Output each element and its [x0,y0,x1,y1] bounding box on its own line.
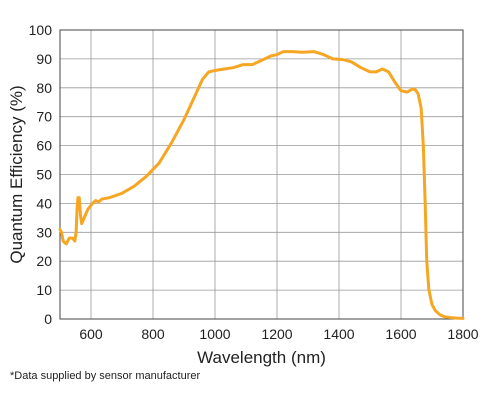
y-tick-label: 20 [36,253,52,269]
y-tick-labels: 0 10 20 30 40 50 60 70 80 90 100 [29,22,53,327]
x-tick-label: 800 [141,326,165,342]
x-tick-label: 1000 [199,326,230,342]
y-tick-label: 60 [36,138,52,154]
y-tick-label: 10 [36,282,52,298]
y-tick-label: 80 [36,80,52,96]
x-tick-label: 1800 [447,326,478,342]
y-tick-label: 30 [36,224,52,240]
y-tick-label: 100 [29,22,53,38]
y-axis-title: Quantum Efficiency (%) [7,85,26,263]
y-tick-label: 40 [36,195,52,211]
y-tick-label: 0 [44,311,52,327]
grid-lines [60,29,464,320]
series-group [58,50,465,320]
x-tick-label: 600 [79,326,103,342]
y-tick-label: 50 [36,167,52,183]
series-line [58,50,465,320]
x-tick-labels: 600 800 1000 1200 1400 1600 1800 [79,326,478,342]
x-tick-label: 1400 [323,326,354,342]
x-tick-label: 1600 [385,326,416,342]
x-axis-title: Wavelength (nm) [197,348,326,367]
x-tick-label: 1200 [261,326,292,342]
footnote: *Data supplied by sensor manufacturer [10,370,201,382]
y-tick-label: 70 [36,109,52,125]
plot-frame [59,29,464,320]
y-tick-label: 90 [36,51,52,67]
